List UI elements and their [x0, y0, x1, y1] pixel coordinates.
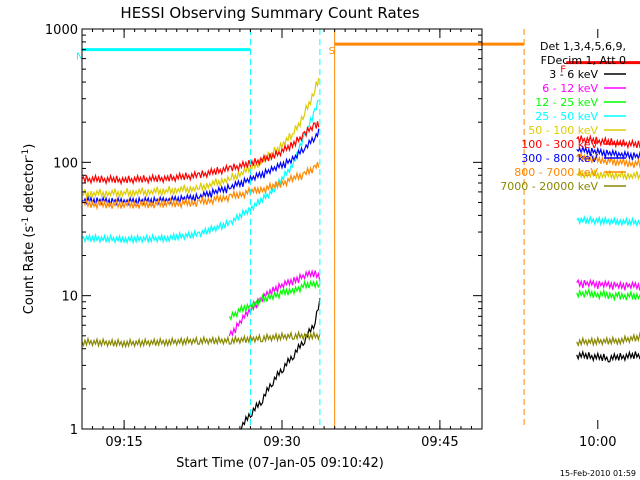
- flag-label-0: N: [76, 52, 83, 63]
- flag-label-2: S: [329, 46, 335, 57]
- y-axis-label-sup2: -1: [21, 149, 31, 158]
- x-tick-label-1: 09:30: [263, 435, 300, 450]
- y-axis-label-end: ): [22, 144, 37, 149]
- y-tick-label-0: 1: [70, 423, 78, 438]
- legend-label-7: 800 - 7000 keV: [514, 166, 598, 179]
- chart-title: HESSI Observing Summary Count Rates: [120, 4, 419, 22]
- series-line-0-1: [576, 349, 640, 363]
- legend: Det 1,3,4,5,6,9, FDecim 1, Att 0 3 - 6 k…: [500, 40, 626, 193]
- series-line-1-1: [576, 278, 640, 291]
- x-tick-label-3: 10:00: [579, 435, 616, 450]
- series-line-5-0: [81, 121, 320, 186]
- y-axis-label-main: Count Rate (s: [22, 226, 37, 315]
- y-axis: 1 10 100 1000: [45, 23, 482, 438]
- legend-label-0: 3 - 6 keV: [549, 68, 598, 81]
- series-line-7-0: [81, 161, 320, 211]
- legend-label-2: 12 - 25 keV: [535, 96, 598, 109]
- series-line-8-0: [81, 330, 321, 349]
- x-tick-label-0: 09:15: [105, 435, 142, 450]
- y-tick-label-1: 10: [61, 290, 78, 305]
- legend-label-6: 300 - 800 keV: [521, 152, 598, 165]
- series-line-2-0: [228, 279, 321, 322]
- legend-header-2: FDecim 1, Att 0: [541, 54, 626, 67]
- x-tick-label-2: 09:45: [421, 435, 458, 450]
- legend-label-5: 100 - 300 keV: [521, 138, 598, 151]
- y-axis-label-sup1: -1: [21, 217, 31, 226]
- y-tick-label-2: 100: [53, 156, 78, 171]
- y-tick-label-3: 1000: [45, 23, 78, 38]
- legend-label-8: 7000 - 20000 keV: [500, 180, 598, 193]
- legend-label-4: 50 - 100 keV: [528, 124, 598, 137]
- series-line-6-0: [81, 128, 320, 207]
- series-line-3-0: [81, 99, 319, 245]
- legend-label-3: 25 - 50 keV: [535, 110, 598, 123]
- legend-label-1: 6 - 12 keV: [542, 82, 598, 95]
- series-layer: [81, 77, 640, 430]
- x-axis-label: Start Time (07-Jan-05 09:10:42): [176, 456, 384, 471]
- y-axis-label-mid: detector: [22, 157, 37, 217]
- flag-label-3: F: [560, 65, 566, 76]
- legend-header-1: Det 1,3,4,5,6,9,: [540, 40, 626, 53]
- footer-date: 15-Feb-2010 01:59: [560, 469, 636, 478]
- y-axis-label: Count Rate (s-1 detector-1): [21, 144, 37, 315]
- series-line-4-0: [81, 77, 320, 199]
